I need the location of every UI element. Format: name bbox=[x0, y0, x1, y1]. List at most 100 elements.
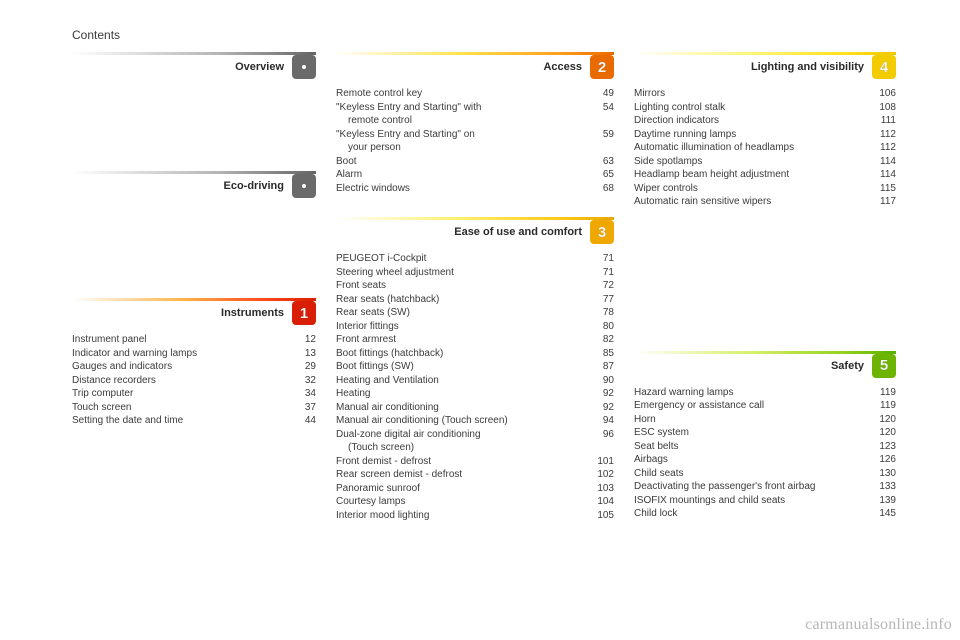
section-badge: 2 bbox=[590, 55, 614, 79]
toc-entry-page: 85 bbox=[584, 347, 614, 361]
toc-entry-page: 90 bbox=[584, 374, 614, 388]
toc-entry-label: Dual-zone digital air conditioning(Touch… bbox=[336, 428, 584, 455]
toc-entry-label: Manual air conditioning (Touch screen) bbox=[336, 414, 584, 428]
toc-entry-label: Automatic rain sensitive wipers bbox=[634, 195, 866, 209]
toc-entry-label: ESC system bbox=[634, 426, 866, 440]
toc-entry-page: 80 bbox=[584, 320, 614, 334]
toc-entry: Automatic illumination of headlamps112 bbox=[634, 141, 896, 155]
toc-entry-page: 49 bbox=[584, 87, 614, 101]
section-heading-row: Instruments 1 bbox=[72, 301, 316, 325]
toc-entry: Dual-zone digital air conditioning(Touch… bbox=[336, 428, 614, 455]
toc-entry: Child lock145 bbox=[634, 507, 896, 521]
toc-entry-page: 111 bbox=[866, 114, 896, 128]
toc-entry-label: Gauges and indicators bbox=[72, 360, 286, 374]
toc-entry-label: Mirrors bbox=[634, 87, 866, 101]
toc-entry-label: Rear seats (SW) bbox=[336, 306, 584, 320]
toc-entry-label: Touch screen bbox=[72, 401, 286, 415]
toc-entry: Front armrest82 bbox=[336, 333, 614, 347]
toc-entry: Heating92 bbox=[336, 387, 614, 401]
toc-entry-page: 105 bbox=[584, 509, 614, 523]
section-number: 2 bbox=[598, 59, 606, 76]
toc-entry: Emergency or assistance call119 bbox=[634, 399, 896, 413]
toc-entry: Heating and Ventilation90 bbox=[336, 374, 614, 388]
toc-entry-page: 32 bbox=[286, 374, 316, 388]
section-badge: 4 bbox=[872, 55, 896, 79]
section-heading-row: Lighting and visibility 4 bbox=[634, 55, 896, 79]
toc-entry: Electric windows68 bbox=[336, 182, 614, 196]
toc-entry-label: Interior mood lighting bbox=[336, 509, 584, 523]
toc-entry-label: Front seats bbox=[336, 279, 584, 293]
section-number: 4 bbox=[880, 59, 888, 76]
toc-entry: Distance recorders32 bbox=[72, 374, 316, 388]
toc-entry-page: 54 bbox=[584, 101, 614, 115]
section-ease: Ease of use and comfort 3 PEUGEOT i-Cock… bbox=[336, 217, 614, 522]
toc-entry-page: 78 bbox=[584, 306, 614, 320]
toc-entry-label: PEUGEOT i-Cockpit bbox=[336, 252, 584, 266]
toc-entry-label: Indicator and warning lamps bbox=[72, 347, 286, 361]
section-overview: Overview bbox=[72, 52, 316, 149]
toc-entry-page: 115 bbox=[866, 182, 896, 196]
toc-entry-page: 108 bbox=[866, 101, 896, 115]
toc-entry: Front demist - defrost101 bbox=[336, 455, 614, 469]
dot-icon bbox=[302, 184, 306, 188]
section-badge: 5 bbox=[872, 354, 896, 378]
toc-entry-label: Headlamp beam height adjustment bbox=[634, 168, 866, 182]
toc-entry: Interior fittings80 bbox=[336, 320, 614, 334]
toc-entry-page: 77 bbox=[584, 293, 614, 307]
toc-entry-page: 112 bbox=[866, 141, 896, 155]
toc-entry: Touch screen37 bbox=[72, 401, 316, 415]
toc-entry-page: 145 bbox=[866, 507, 896, 521]
toc-entry-page: 103 bbox=[584, 482, 614, 496]
toc-entry-page: 114 bbox=[866, 168, 896, 182]
section-heading: Eco-driving bbox=[72, 180, 286, 192]
toc-entry-label: Courtesy lamps bbox=[336, 495, 584, 509]
toc-entry: Gauges and indicators29 bbox=[72, 360, 316, 374]
columns: Overview Eco-driving bbox=[72, 52, 916, 544]
toc-entry-label: "Keyless Entry and Starting" onyour pers… bbox=[336, 128, 584, 155]
toc-entry-page: 68 bbox=[584, 182, 614, 196]
toc-entry-label: Setting the date and time bbox=[72, 414, 286, 428]
toc-entry: Manual air conditioning (Touch screen)94 bbox=[336, 414, 614, 428]
section-badge bbox=[292, 55, 316, 79]
toc-entry: Daytime running lamps112 bbox=[634, 128, 896, 142]
toc-entry-label: Heating bbox=[336, 387, 584, 401]
toc-entry-page: 123 bbox=[866, 440, 896, 454]
section-entries: Hazard warning lamps119Emergency or assi… bbox=[634, 386, 896, 521]
toc-entry-page: 72 bbox=[584, 279, 614, 293]
section-heading-row: Overview bbox=[72, 55, 316, 79]
toc-entry-page: 114 bbox=[866, 155, 896, 169]
toc-entry: Indicator and warning lamps13 bbox=[72, 347, 316, 361]
toc-entry-label: Daytime running lamps bbox=[634, 128, 866, 142]
toc-entry: Alarm65 bbox=[336, 168, 614, 182]
toc-entry: Hazard warning lamps119 bbox=[634, 386, 896, 400]
toc-entry-label: Distance recorders bbox=[72, 374, 286, 388]
toc-entry: Steering wheel adjustment71 bbox=[336, 266, 614, 280]
contents-page: Contents Overview Eco-driving bbox=[0, 0, 960, 640]
toc-entry-label: Instrument panel bbox=[72, 333, 286, 347]
section-badge: 1 bbox=[292, 301, 316, 325]
toc-entry: Rear seats (SW)78 bbox=[336, 306, 614, 320]
toc-entry-page: 96 bbox=[584, 428, 614, 442]
toc-entry: Boot63 bbox=[336, 155, 614, 169]
toc-entry: Wiper controls115 bbox=[634, 182, 896, 196]
toc-entry: Manual air conditioning92 bbox=[336, 401, 614, 415]
page-title: Contents bbox=[72, 28, 916, 42]
toc-entry: Deactivating the passenger's front airba… bbox=[634, 480, 896, 494]
toc-entry-page: 102 bbox=[584, 468, 614, 482]
toc-entry: Rear screen demist - defrost102 bbox=[336, 468, 614, 482]
toc-entry-page: 120 bbox=[866, 426, 896, 440]
toc-entry: Lighting control stalk108 bbox=[634, 101, 896, 115]
toc-entry-label: Automatic illumination of headlamps bbox=[634, 141, 866, 155]
toc-entry-page: 37 bbox=[286, 401, 316, 415]
toc-entry-label: Wiper controls bbox=[634, 182, 866, 196]
toc-entry-label: Rear screen demist - defrost bbox=[336, 468, 584, 482]
toc-entry: Instrument panel12 bbox=[72, 333, 316, 347]
toc-entry: Boot fittings (SW)87 bbox=[336, 360, 614, 374]
toc-entry: Rear seats (hatchback)77 bbox=[336, 293, 614, 307]
toc-entry-page: 139 bbox=[866, 494, 896, 508]
section-heading-row: Ease of use and comfort 3 bbox=[336, 220, 614, 244]
toc-entry-label: Seat belts bbox=[634, 440, 866, 454]
toc-entry-label: Remote control key bbox=[336, 87, 584, 101]
toc-entry: ISOFIX mountings and child seats139 bbox=[634, 494, 896, 508]
toc-entry-label: Trip computer bbox=[72, 387, 286, 401]
